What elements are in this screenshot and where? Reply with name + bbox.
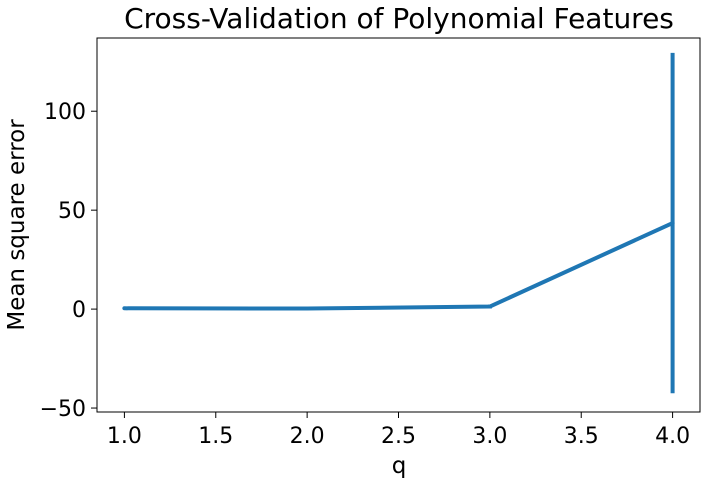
y-tick-label: 0 xyxy=(72,298,86,323)
x-tick-label: 1.0 xyxy=(107,424,142,449)
y-tick-label: −50 xyxy=(40,397,86,422)
y-tick-label: 50 xyxy=(58,199,86,224)
x-tick-label: 1.5 xyxy=(198,424,233,449)
y-tick-label: 100 xyxy=(44,100,86,125)
x-tick-label: 2.5 xyxy=(381,424,416,449)
plot-frame xyxy=(96,37,701,413)
x-axis-label: q xyxy=(392,453,407,479)
y-axis-label: Mean square error xyxy=(4,119,30,331)
x-tick-label: 2.0 xyxy=(290,424,325,449)
chart-title: Cross-Validation of Polynomial Features xyxy=(124,2,674,35)
series-line xyxy=(122,221,675,311)
x-tick-label: 3.5 xyxy=(564,424,599,449)
x-tick-label: 4.0 xyxy=(655,424,690,449)
x-tick-label: 3.0 xyxy=(472,424,507,449)
